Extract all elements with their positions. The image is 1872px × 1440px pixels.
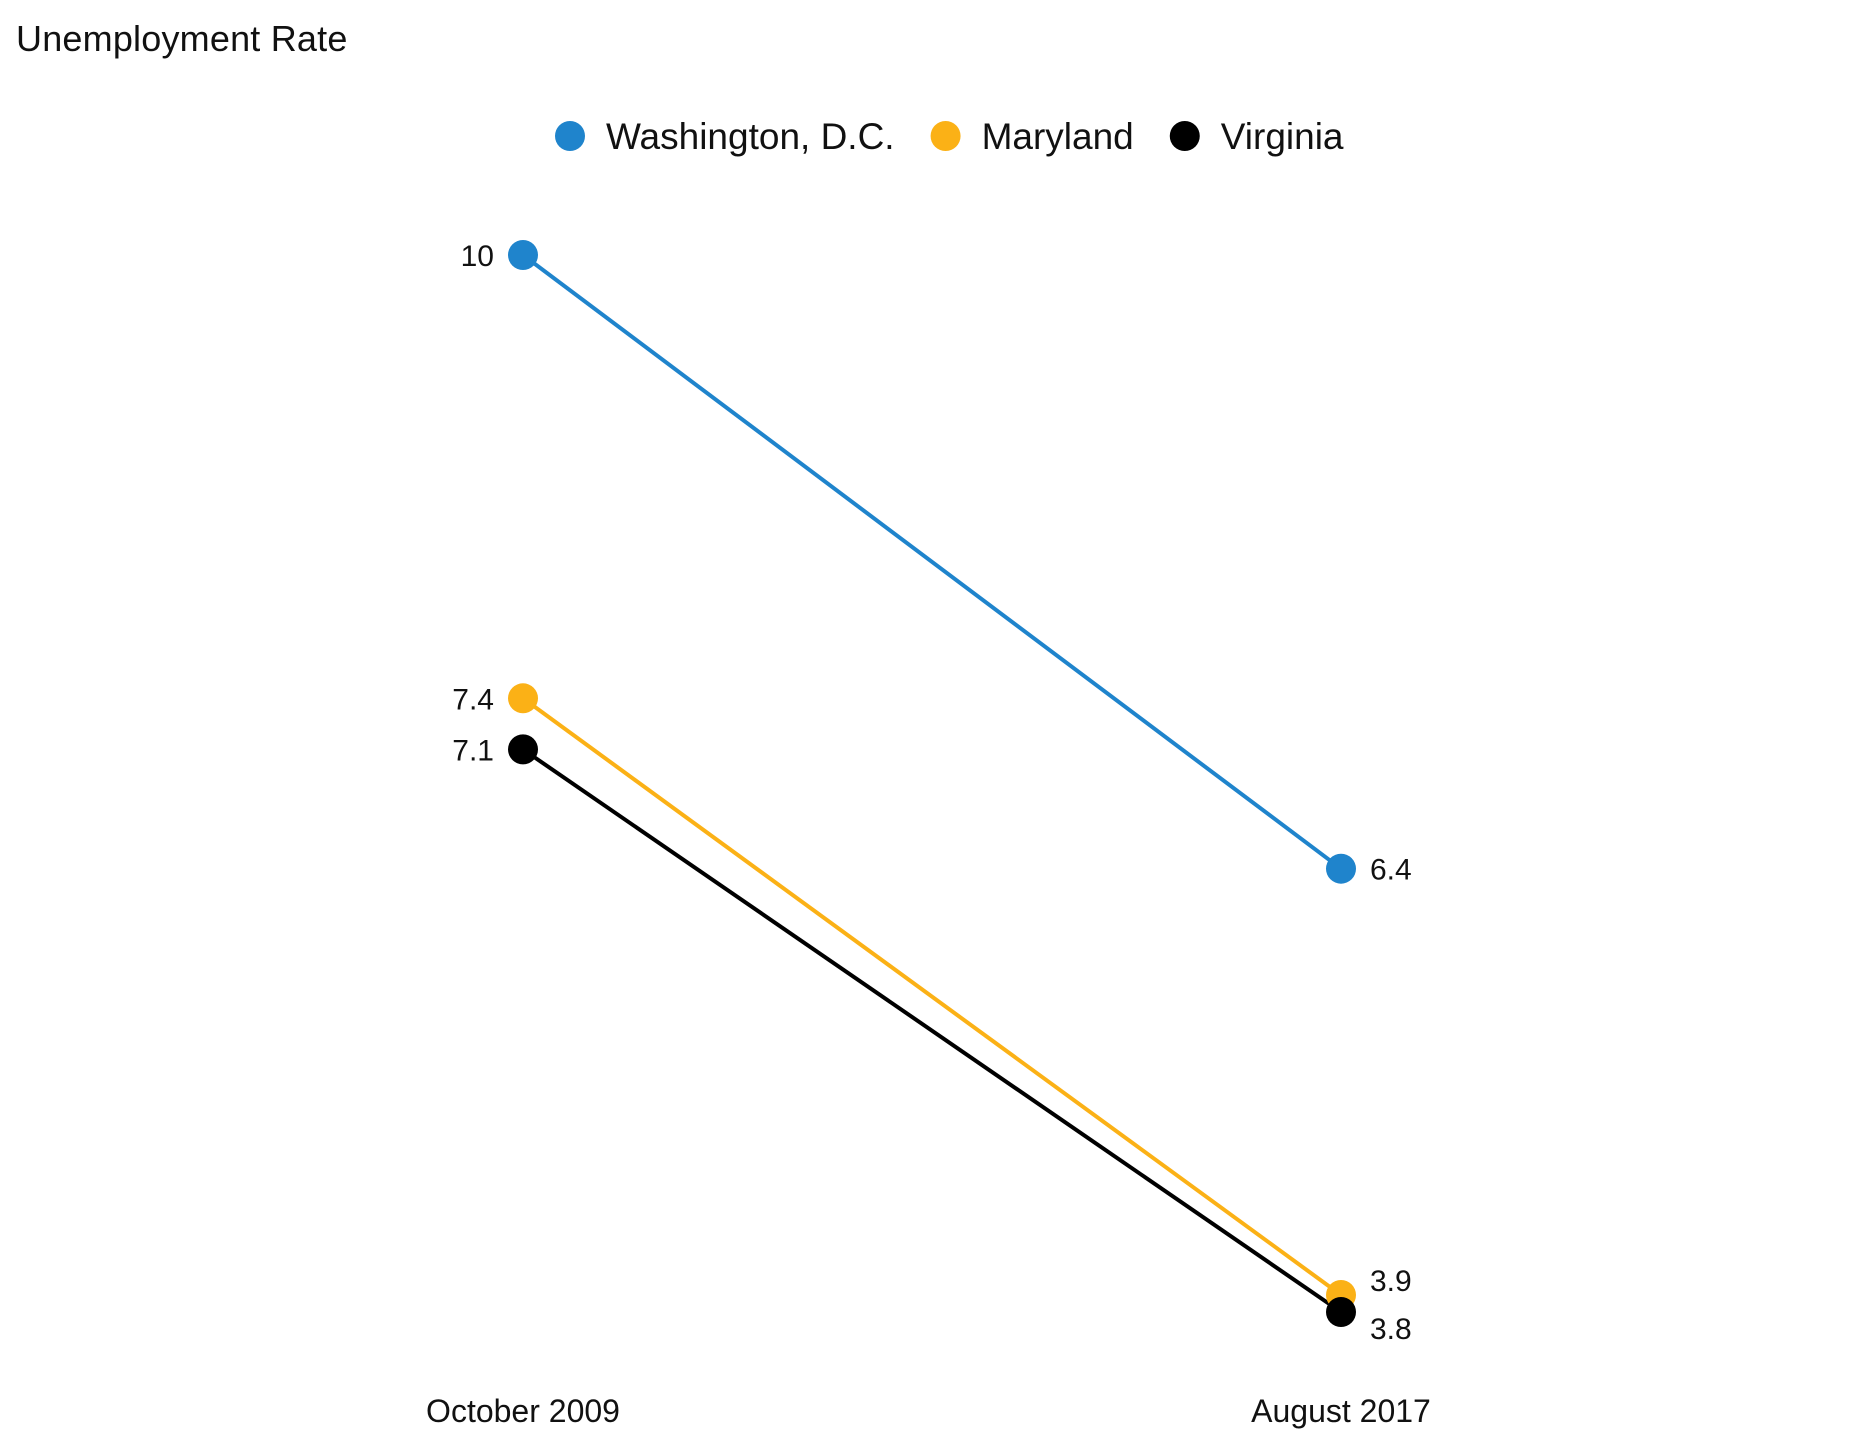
legend-marker-maryland <box>930 121 961 151</box>
x-axis-labels: October 2009 August 2017 <box>426 1393 1431 1429</box>
legend-item-maryland: Maryland <box>930 116 1134 157</box>
value-label-washington-d-c-august-2017: 6.4 <box>1370 854 1412 887</box>
legend-marker-virginia <box>1169 121 1200 151</box>
point-washington-d-c-october-2009 <box>508 240 538 270</box>
legend-marker-washington-d-c <box>555 121 585 151</box>
series-line-virginia <box>521 747 1343 1314</box>
legend-label-virginia: Virginia <box>1221 116 1344 157</box>
point-virginia-october-2009 <box>508 734 538 765</box>
legend-item-virginia: Virginia <box>1169 116 1344 157</box>
series-line-washington-d-c <box>521 253 1343 871</box>
point-maryland-october-2009 <box>508 683 538 714</box>
series-line-maryland <box>521 696 1343 1297</box>
legend-label-maryland: Maryland <box>982 116 1134 157</box>
x-tick-label-october-2009: October 2009 <box>426 1393 620 1429</box>
value-labels: 10 6.4 7.4 3.9 7.1 3.8 <box>452 240 1411 1346</box>
value-label-virginia-october-2009: 7.1 <box>452 734 494 767</box>
point-washington-d-c-august-2017 <box>1326 853 1356 884</box>
x-tick-label-august-2017: August 2017 <box>1251 1393 1431 1429</box>
point-virginia-august-2017 <box>1326 1297 1356 1327</box>
series-lines <box>521 253 1343 1314</box>
data-points <box>508 240 1356 1327</box>
value-label-maryland-august-2017: 3.9 <box>1370 1265 1412 1298</box>
chart-title: Unemployment Rate <box>16 18 348 59</box>
legend-label-washington-d-c: Washington, D.C. <box>606 116 895 157</box>
value-label-virginia-august-2017: 3.8 <box>1370 1313 1412 1346</box>
legend: Washington, D.C. Maryland Virginia <box>555 116 1344 157</box>
legend-item-washington-d-c: Washington, D.C. <box>555 116 895 157</box>
value-label-washington-d-c-october-2009: 10 <box>461 240 494 273</box>
value-label-maryland-october-2009: 7.4 <box>452 683 494 716</box>
